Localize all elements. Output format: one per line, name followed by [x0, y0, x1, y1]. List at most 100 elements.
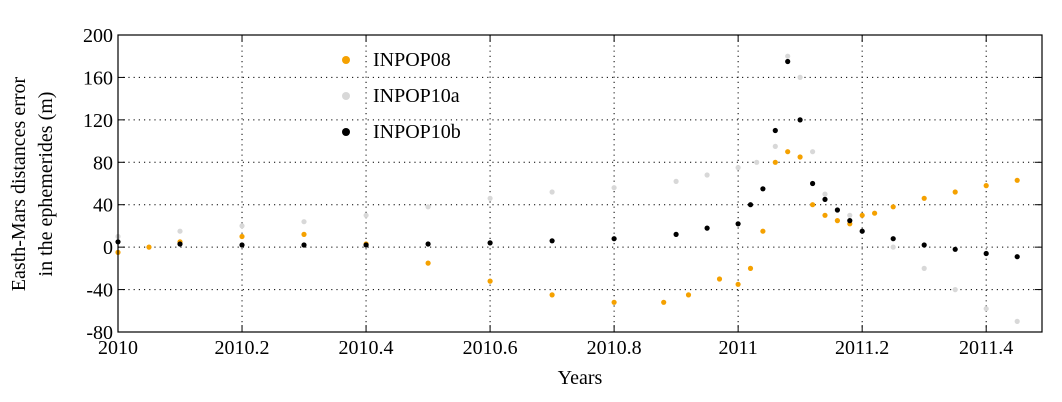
data-point	[611, 185, 617, 191]
data-point	[661, 299, 667, 305]
y-tick-label: 120	[83, 110, 113, 132]
legend-label-inpop10a: INPOP10a	[373, 85, 460, 107]
data-point	[772, 143, 778, 149]
data-point	[952, 189, 958, 195]
grid-layer	[118, 35, 1042, 332]
data-point	[487, 240, 493, 246]
y-tick-label: 0	[103, 237, 113, 259]
data-point	[983, 250, 989, 257]
y-tick-label: 200	[83, 25, 113, 47]
data-point	[239, 233, 245, 240]
x-tick-label: 2010.4	[339, 337, 394, 359]
x-tick-label: 2010	[98, 337, 138, 359]
data-point	[239, 242, 245, 248]
x-tick-label: 2011	[719, 337, 758, 359]
data-point	[785, 149, 791, 155]
legend-label-inpop10b: INPOP10b	[373, 121, 461, 143]
data-point	[834, 207, 841, 213]
legend: INPOP08 INPOP10a INPOP10b	[342, 49, 461, 143]
series-inpop08	[115, 149, 1020, 305]
data-point	[425, 204, 431, 210]
ticks-layer: -80 -40 0 40 80 120 160 200 2010 2010.2 2010.4 2010…	[83, 25, 1042, 359]
axis-titles: Years Easth-Mars distances error in the …	[8, 76, 603, 389]
data-point	[747, 265, 754, 271]
data-point	[822, 191, 828, 197]
data-point	[810, 180, 816, 187]
data-point	[921, 242, 927, 248]
data-point	[549, 189, 555, 195]
data-point	[785, 58, 791, 65]
data-point	[301, 231, 307, 237]
y-tick-label: 80	[93, 152, 113, 174]
data-point	[1014, 254, 1020, 260]
data-point	[859, 228, 865, 234]
y-axis-title-line-1: Easth-Mars distances error	[8, 76, 30, 291]
data-point	[549, 292, 555, 298]
data-point	[1014, 177, 1020, 183]
plot-frame	[117, 34, 1043, 333]
legend-marker-inpop10a	[342, 92, 350, 100]
data-point	[735, 165, 741, 171]
data-point	[772, 159, 778, 165]
data-point	[1014, 318, 1020, 324]
data-point	[716, 276, 723, 282]
data-point	[735, 221, 741, 227]
data-point	[797, 154, 803, 160]
data-point	[834, 218, 841, 224]
data-point	[685, 292, 692, 298]
data-point	[301, 219, 307, 225]
data-point	[673, 178, 679, 184]
data-point	[760, 228, 766, 234]
data-point	[797, 117, 803, 123]
data-point	[952, 287, 958, 293]
data-point	[487, 278, 493, 284]
data-point	[890, 236, 896, 242]
data-point	[754, 159, 760, 165]
data-point	[760, 186, 766, 192]
data-point	[921, 265, 927, 271]
series-inpop10a	[115, 53, 1020, 324]
legend-label-inpop08: INPOP08	[373, 49, 451, 71]
x-tick-label: 2010.2	[215, 337, 270, 359]
data-point	[747, 202, 754, 208]
data-point	[810, 202, 816, 208]
data-point	[952, 246, 958, 252]
data-point	[611, 236, 617, 242]
data-point	[859, 212, 865, 218]
data-point	[921, 195, 927, 201]
data-point	[704, 172, 710, 178]
data-point	[785, 53, 791, 59]
data-point	[363, 242, 369, 248]
data-points-layer	[115, 53, 1020, 324]
y-tick-label: 160	[83, 67, 113, 89]
data-point	[772, 127, 778, 134]
data-point	[177, 241, 183, 247]
x-axis-title: Years	[558, 367, 603, 389]
y-axis-title-line-2: in the ephemerides (m)	[35, 92, 57, 277]
data-point	[487, 195, 493, 201]
data-point	[735, 281, 741, 287]
x-tick-label: 2010.8	[587, 337, 642, 359]
data-point	[425, 260, 431, 266]
x-tick-label: 2011.4	[959, 337, 1013, 359]
data-point	[549, 238, 555, 244]
legend-marker-inpop08	[342, 56, 350, 64]
data-point	[673, 231, 679, 237]
data-point	[177, 228, 183, 234]
data-point	[822, 212, 828, 218]
x-tick-label: 2011.2	[835, 337, 889, 359]
series-inpop10b	[115, 58, 1020, 260]
y-tick-label: -40	[86, 280, 113, 302]
x-tick-label: 2010.6	[463, 337, 518, 359]
data-point	[363, 212, 369, 218]
data-point	[797, 74, 803, 80]
data-point	[611, 299, 617, 305]
data-point	[847, 218, 853, 224]
legend-marker-inpop10b	[342, 128, 350, 136]
data-point	[146, 244, 152, 250]
data-point	[983, 306, 989, 312]
data-point	[810, 149, 816, 155]
data-point	[983, 183, 989, 189]
data-point	[890, 204, 896, 210]
